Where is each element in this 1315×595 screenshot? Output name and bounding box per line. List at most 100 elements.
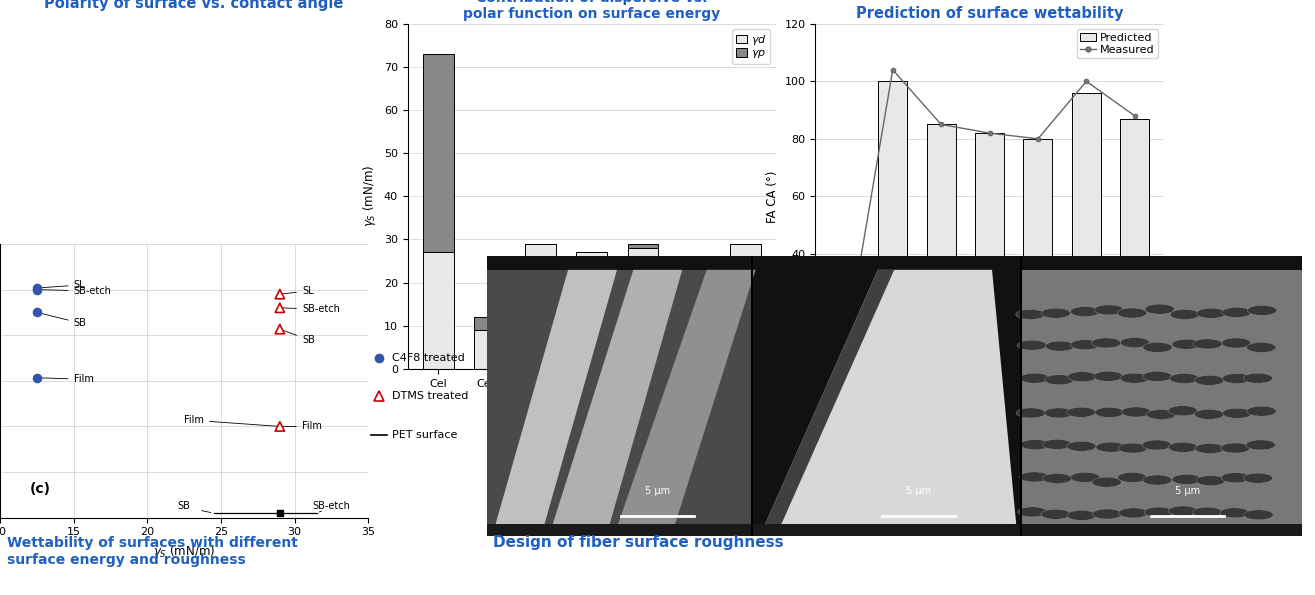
Bar bbox=[117, 291, 137, 298]
Ellipse shape bbox=[203, 303, 221, 314]
Circle shape bbox=[1143, 440, 1172, 450]
Circle shape bbox=[1045, 341, 1074, 351]
Bar bbox=[208, 304, 225, 310]
Circle shape bbox=[1016, 408, 1045, 418]
Circle shape bbox=[1223, 374, 1252, 384]
Ellipse shape bbox=[85, 294, 104, 306]
Bar bbox=[191, 300, 208, 306]
Ellipse shape bbox=[179, 307, 196, 318]
Circle shape bbox=[1118, 308, 1147, 318]
Polygon shape bbox=[764, 270, 894, 527]
Circle shape bbox=[1244, 510, 1273, 520]
Polygon shape bbox=[26, 298, 141, 315]
Bar bbox=[1120, 119, 1149, 369]
Bar bbox=[179, 312, 196, 319]
Bar bbox=[95, 291, 114, 298]
Polygon shape bbox=[187, 310, 289, 326]
Text: 5 μm: 5 μm bbox=[646, 486, 671, 496]
Point bbox=[270, 324, 291, 334]
Circle shape bbox=[1172, 339, 1201, 349]
Bar bbox=[270, 304, 287, 310]
Ellipse shape bbox=[135, 289, 155, 302]
Circle shape bbox=[1172, 474, 1202, 484]
Circle shape bbox=[1243, 473, 1273, 483]
Bar bbox=[203, 308, 221, 314]
Ellipse shape bbox=[245, 303, 262, 314]
Polygon shape bbox=[617, 270, 756, 527]
Circle shape bbox=[1168, 506, 1198, 516]
Ellipse shape bbox=[200, 296, 251, 308]
Ellipse shape bbox=[281, 307, 299, 318]
Point bbox=[270, 289, 291, 299]
Circle shape bbox=[1144, 507, 1173, 517]
Y-axis label: FA CA (°): FA CA (°) bbox=[765, 170, 778, 223]
Circle shape bbox=[1168, 406, 1198, 416]
Ellipse shape bbox=[49, 250, 88, 293]
Circle shape bbox=[1168, 442, 1198, 452]
Circle shape bbox=[1091, 477, 1122, 487]
Bar bbox=[1072, 93, 1101, 369]
Polygon shape bbox=[187, 313, 302, 326]
Text: SB: SB bbox=[283, 330, 314, 345]
Ellipse shape bbox=[54, 280, 72, 292]
Bar bbox=[130, 300, 150, 307]
Bar bbox=[187, 304, 204, 310]
Ellipse shape bbox=[289, 299, 306, 309]
Ellipse shape bbox=[224, 303, 241, 314]
Circle shape bbox=[1019, 472, 1049, 482]
Text: SB: SB bbox=[178, 501, 191, 511]
Bar bbox=[76, 286, 96, 293]
Bar bbox=[289, 304, 306, 310]
Circle shape bbox=[1222, 338, 1251, 348]
Circle shape bbox=[1095, 408, 1124, 418]
Bar bbox=[927, 124, 956, 369]
Bar bbox=[627, 244, 659, 248]
Ellipse shape bbox=[141, 284, 159, 297]
Ellipse shape bbox=[227, 299, 245, 309]
Polygon shape bbox=[26, 283, 155, 298]
Text: SB: SB bbox=[39, 313, 87, 328]
Bar bbox=[67, 296, 87, 302]
Bar bbox=[1020, 270, 1302, 527]
Circle shape bbox=[1169, 374, 1199, 384]
Ellipse shape bbox=[199, 307, 216, 318]
Bar bbox=[113, 296, 132, 302]
Ellipse shape bbox=[55, 256, 84, 289]
Bar bbox=[423, 252, 454, 369]
Bar bbox=[100, 286, 118, 293]
Ellipse shape bbox=[53, 254, 85, 290]
Bar bbox=[141, 291, 159, 298]
Text: PET surface: PET surface bbox=[392, 430, 458, 440]
Text: SB-etch: SB-etch bbox=[39, 286, 112, 296]
Bar bbox=[122, 286, 142, 293]
Bar bbox=[576, 252, 608, 369]
Circle shape bbox=[1041, 509, 1070, 519]
Ellipse shape bbox=[220, 307, 237, 318]
Bar bbox=[49, 291, 68, 298]
Point bbox=[26, 285, 47, 295]
Bar bbox=[72, 291, 91, 298]
Circle shape bbox=[1094, 305, 1123, 315]
Ellipse shape bbox=[145, 280, 164, 292]
Circle shape bbox=[1220, 443, 1251, 453]
Bar bbox=[252, 300, 270, 306]
Circle shape bbox=[1119, 508, 1148, 518]
Bar bbox=[274, 300, 291, 306]
Bar bbox=[487, 270, 752, 527]
Bar bbox=[627, 248, 659, 369]
Ellipse shape bbox=[76, 280, 96, 292]
Ellipse shape bbox=[214, 299, 225, 302]
Ellipse shape bbox=[67, 289, 87, 302]
Circle shape bbox=[1020, 373, 1049, 383]
Point bbox=[270, 303, 291, 312]
Ellipse shape bbox=[45, 289, 63, 302]
Ellipse shape bbox=[293, 294, 312, 305]
Ellipse shape bbox=[46, 248, 89, 294]
Ellipse shape bbox=[285, 303, 302, 314]
Circle shape bbox=[1197, 308, 1226, 318]
Circle shape bbox=[1194, 409, 1224, 419]
Ellipse shape bbox=[72, 284, 91, 297]
Bar bbox=[830, 355, 859, 369]
Bar bbox=[245, 308, 262, 314]
Text: Film: Film bbox=[184, 415, 277, 426]
